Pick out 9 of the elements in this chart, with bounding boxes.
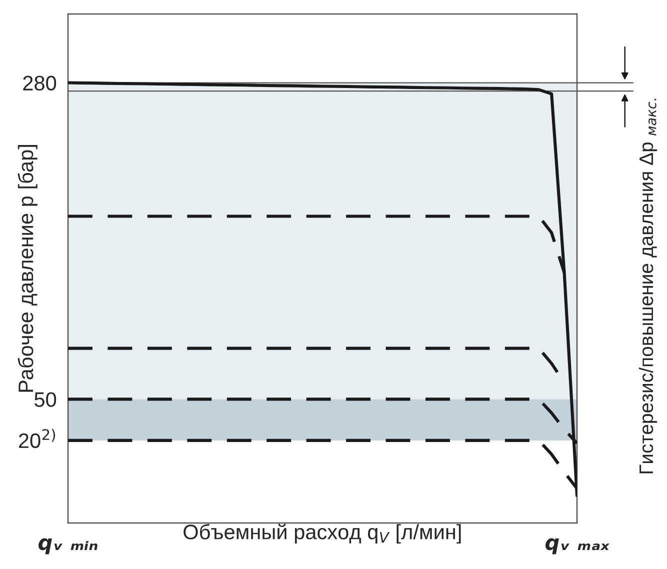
y-tick-label: 280 [23,76,56,91]
text: Гистерезис/повышение давления Δp $_{макс.}$ [638,98,657,474]
y-axis-title: Рабочее давление р [бар] [18,145,38,392]
y-tick-label: 50 [34,392,56,407]
x-tick-label: qᵥ ₘₐₓ [545,538,610,554]
y-tick-label: 20$^{2)}$ [18,428,56,448]
x-axis-title: Объемный расход q$_{V}$ [л/мин] [184,524,461,544]
x-tick-label: qᵥ ₘᵢₙ [38,538,98,554]
line-series [68,81,577,498]
